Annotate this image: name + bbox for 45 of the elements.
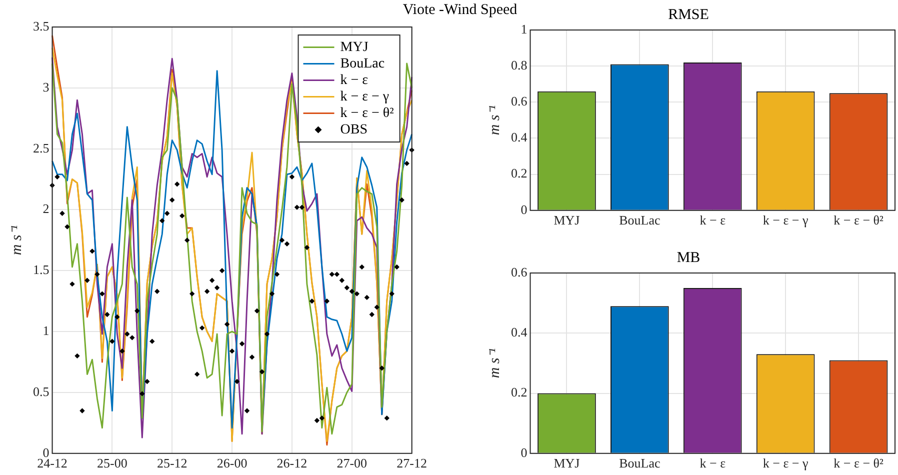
y-tick-label: 0.2 <box>511 384 528 400</box>
legend-label: BouLac <box>340 56 385 72</box>
x-tick-label: BouLac <box>619 456 660 471</box>
y-axis-title: m s⁻¹ <box>486 348 503 378</box>
y-tick-label: 0.5 <box>33 384 50 399</box>
y-axis-title: m s⁻¹ <box>486 104 503 136</box>
y-tick-label: 0.6 <box>511 264 528 280</box>
y-tick-label: 0 <box>520 444 528 460</box>
y-tick-label: 1.5 <box>33 262 50 278</box>
x-tick-label: 25-12 <box>156 456 188 471</box>
legend-label: k − ε − θ² <box>340 106 394 121</box>
y-tick-label: 2.5 <box>33 140 50 156</box>
y-tick-label: 0 <box>520 202 528 217</box>
chart-title: RMSE <box>668 6 709 23</box>
y-tick-label: 0.2 <box>511 166 528 181</box>
x-tick-label: k − ε <box>700 456 726 471</box>
legend-label: k − ε − γ <box>340 89 390 104</box>
x-tick-label: 27-00 <box>336 456 368 471</box>
y-tick-label: 0.4 <box>511 130 528 145</box>
x-tick-label: k − ε <box>700 212 726 228</box>
y-tick-label: 0.6 <box>511 94 528 109</box>
legend-label: OBS <box>340 122 368 138</box>
x-tick-label: BouLac <box>619 212 660 228</box>
x-tick-label: k − ε − γ <box>762 456 809 471</box>
x-tick-label: k − ε − θ² <box>834 212 884 228</box>
y-tick-label: 2 <box>42 201 50 216</box>
text: Viote -Wind Speed <box>402 2 518 19</box>
legend-label: k − ε <box>340 72 368 88</box>
chart-title: MB <box>676 250 700 266</box>
y-tick-label: 1 <box>520 21 528 36</box>
y-tick-label: 0.8 <box>511 58 528 72</box>
x-tick-label: MYJ <box>554 456 580 471</box>
x-tick-label: 27-12 <box>396 456 428 471</box>
y-tick-label: 1 <box>42 322 50 338</box>
y-tick-label: 3 <box>42 79 50 94</box>
x-tick-label: k − ε − θ² <box>834 456 884 471</box>
y-tick-label: 3.5 <box>33 18 50 34</box>
x-tick-label: MYJ <box>554 212 580 228</box>
x-tick-label: 26-00 <box>216 456 248 471</box>
legend-label: MYJ <box>340 40 369 55</box>
x-tick-label: k − ε − γ <box>762 212 809 228</box>
x-tick-label: 25-00 <box>97 456 128 471</box>
x-tick-label: 26-12 <box>276 456 308 471</box>
y-tick-label: 0.4 <box>511 324 528 340</box>
y-axis-title: m s⁻¹ <box>8 224 25 256</box>
